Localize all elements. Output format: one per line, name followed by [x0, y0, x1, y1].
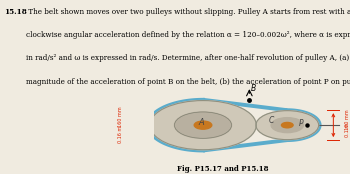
Text: 100 mm: 100 mm: [344, 110, 350, 130]
Text: 15.18: 15.18: [4, 7, 27, 15]
Text: The belt shown moves over two pulleys without slipping. Pulley A starts from res: The belt shown moves over two pulleys wi…: [26, 7, 350, 15]
Text: B: B: [251, 84, 256, 93]
Text: P: P: [299, 119, 303, 128]
Text: C: C: [269, 116, 274, 125]
Circle shape: [150, 101, 256, 150]
Circle shape: [194, 121, 212, 129]
Text: Fig. P15.17 and P15.18: Fig. P15.17 and P15.18: [177, 165, 268, 173]
Circle shape: [281, 122, 293, 128]
Circle shape: [256, 111, 318, 140]
Text: clockwise angular acceleration defined by the relation α = 120–0.002ω², where α : clockwise angular acceleration defined b…: [26, 31, 350, 39]
Text: magnitude of the acceleration of point B on the belt, (b) the acceleration of po: magnitude of the acceleration of point B…: [26, 78, 350, 86]
Text: in rad/s² and ω is expressed in rad/s. Determine, after one-half revolution of p: in rad/s² and ω is expressed in rad/s. D…: [26, 54, 350, 62]
Text: 160 mm: 160 mm: [118, 106, 123, 127]
Text: A: A: [198, 118, 204, 127]
Circle shape: [271, 118, 303, 133]
Circle shape: [174, 112, 232, 138]
Text: 0.16 m: 0.16 m: [118, 125, 123, 143]
Text: 0.1 m: 0.1 m: [344, 123, 350, 137]
